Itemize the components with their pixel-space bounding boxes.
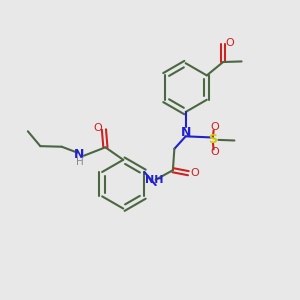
Text: H: H <box>76 157 83 167</box>
Text: O: O <box>225 38 234 48</box>
Text: O: O <box>210 122 219 132</box>
Text: O: O <box>93 123 102 133</box>
Text: O: O <box>210 147 219 158</box>
Text: N: N <box>74 148 85 161</box>
Text: O: O <box>190 168 199 178</box>
Text: NH: NH <box>145 175 164 185</box>
Text: N: N <box>181 126 191 139</box>
Text: S: S <box>208 134 217 146</box>
